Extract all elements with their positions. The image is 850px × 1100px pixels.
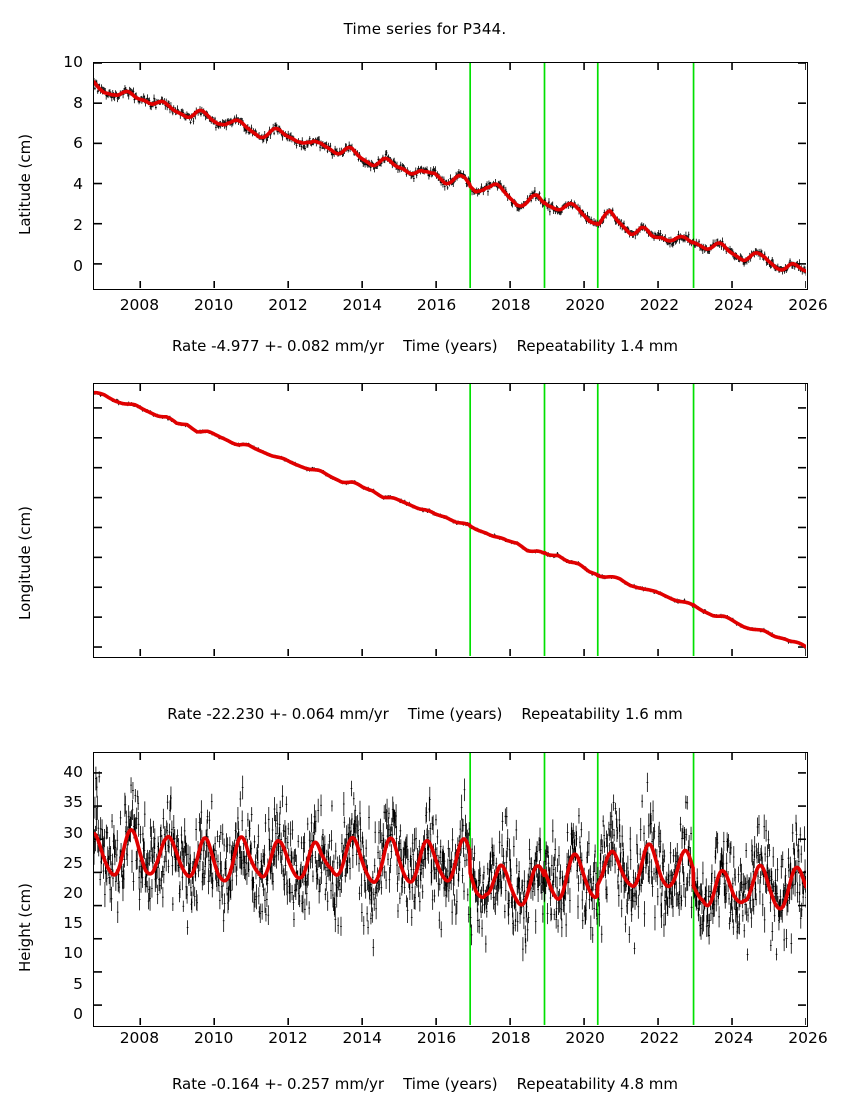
ytick-label: 15 [63, 914, 83, 933]
xtick-label: 2022 [639, 296, 680, 314]
xtick-label: 2026 [788, 296, 828, 314]
panel-height-canvas [94, 753, 806, 1025]
ytick-label: 10 [63, 53, 83, 71]
panel-height-ylabel: Height (cm) [16, 883, 34, 972]
model-fit-curve [596, 209, 696, 245]
model-fit-curve [596, 573, 696, 607]
ytick-label: 5 [73, 974, 83, 993]
model-fit-curve [691, 240, 806, 273]
xtick-label: 2010 [193, 1029, 234, 1047]
model-fit-curve [94, 390, 472, 528]
xtick-label: 2024 [713, 1029, 754, 1047]
xtick-label: 2012 [268, 1029, 308, 1047]
model-fit-curve [468, 182, 547, 208]
xtick-label: 2008 [119, 1029, 160, 1047]
ytick-label: 20 [63, 884, 83, 903]
panel-longitude-ylabel: Longitude (cm) [16, 506, 34, 620]
ytick-label: 0 [73, 256, 83, 275]
model-fit-curve [691, 863, 806, 911]
xtick-label: 2016 [416, 1029, 457, 1047]
ytick-label: 35 [63, 793, 83, 812]
ytick-label: 40 [63, 763, 83, 782]
xtick-label: 2012 [268, 296, 308, 314]
panel-longitude-canvas [94, 384, 806, 656]
ytick-label: 6 [73, 134, 83, 153]
panel-height: Height (cm) -3-2-101234 2008201020122014… [0, 730, 850, 1100]
panel-latitude-caption: Rate -4.977 +- 0.082 mm/yr Time (years) … [171, 337, 679, 355]
xtick-label: 2026 [788, 1029, 828, 1047]
xtick-label: 2014 [342, 1029, 383, 1047]
xtick-label: 2022 [639, 1029, 680, 1047]
panel-longitude: Longitude (cm) 0 5 10 15 20 25 30 35 40 2008 2010… [0, 365, 850, 1047]
xtick-label: 2018 [491, 296, 531, 314]
model-fit-curve [542, 852, 600, 901]
ytick-label: 30 [63, 823, 83, 842]
model-fit-curve [542, 200, 600, 227]
xtick-label: 2020 [565, 1029, 605, 1047]
model-fit-curve [468, 863, 547, 907]
xtick-label: 2014 [342, 296, 383, 314]
xtick-label: 2020 [565, 296, 605, 314]
model-fit-curve [94, 80, 472, 188]
panel-latitude-canvas [94, 63, 806, 288]
page-title: Time series for P344. [343, 20, 507, 38]
panel-latitude: Latitude (cm) 0 2 4 6 8 10 2008 2010 2012 2014 20… [0, 0, 850, 365]
model-fit-curve [596, 842, 696, 889]
panel-longitude-caption: Rate -22.230 +- 0.064 mm/yr Time (years)… [167, 705, 683, 723]
xtick-label: 2024 [713, 296, 754, 314]
panel-longitude-plot-area [93, 383, 808, 658]
data-points [94, 766, 806, 962]
ytick-label: 2 [73, 215, 83, 234]
xtick-label: 2018 [491, 1029, 531, 1047]
ytick-label: 4 [73, 175, 83, 194]
xtick-label: 2016 [416, 296, 457, 314]
xtick-label: 2008 [119, 296, 160, 314]
model-fit-curve [468, 524, 547, 555]
model-fit-curve [94, 828, 472, 884]
xtick-label: 2010 [193, 296, 234, 314]
ytick-label: 25 [63, 853, 83, 872]
model-fit-curve [691, 603, 806, 649]
ytick-label: 0 [73, 1004, 83, 1023]
ytick-label: 10 [63, 944, 83, 963]
panel-height-plot-area [93, 752, 808, 1027]
panel-latitude-plot-area [93, 62, 808, 290]
panel-height-caption: Rate -0.164 +- 0.257 mm/yr Time (years) … [171, 1075, 679, 1093]
model-fit-curve [542, 551, 600, 578]
ytick-label: 8 [73, 93, 83, 112]
